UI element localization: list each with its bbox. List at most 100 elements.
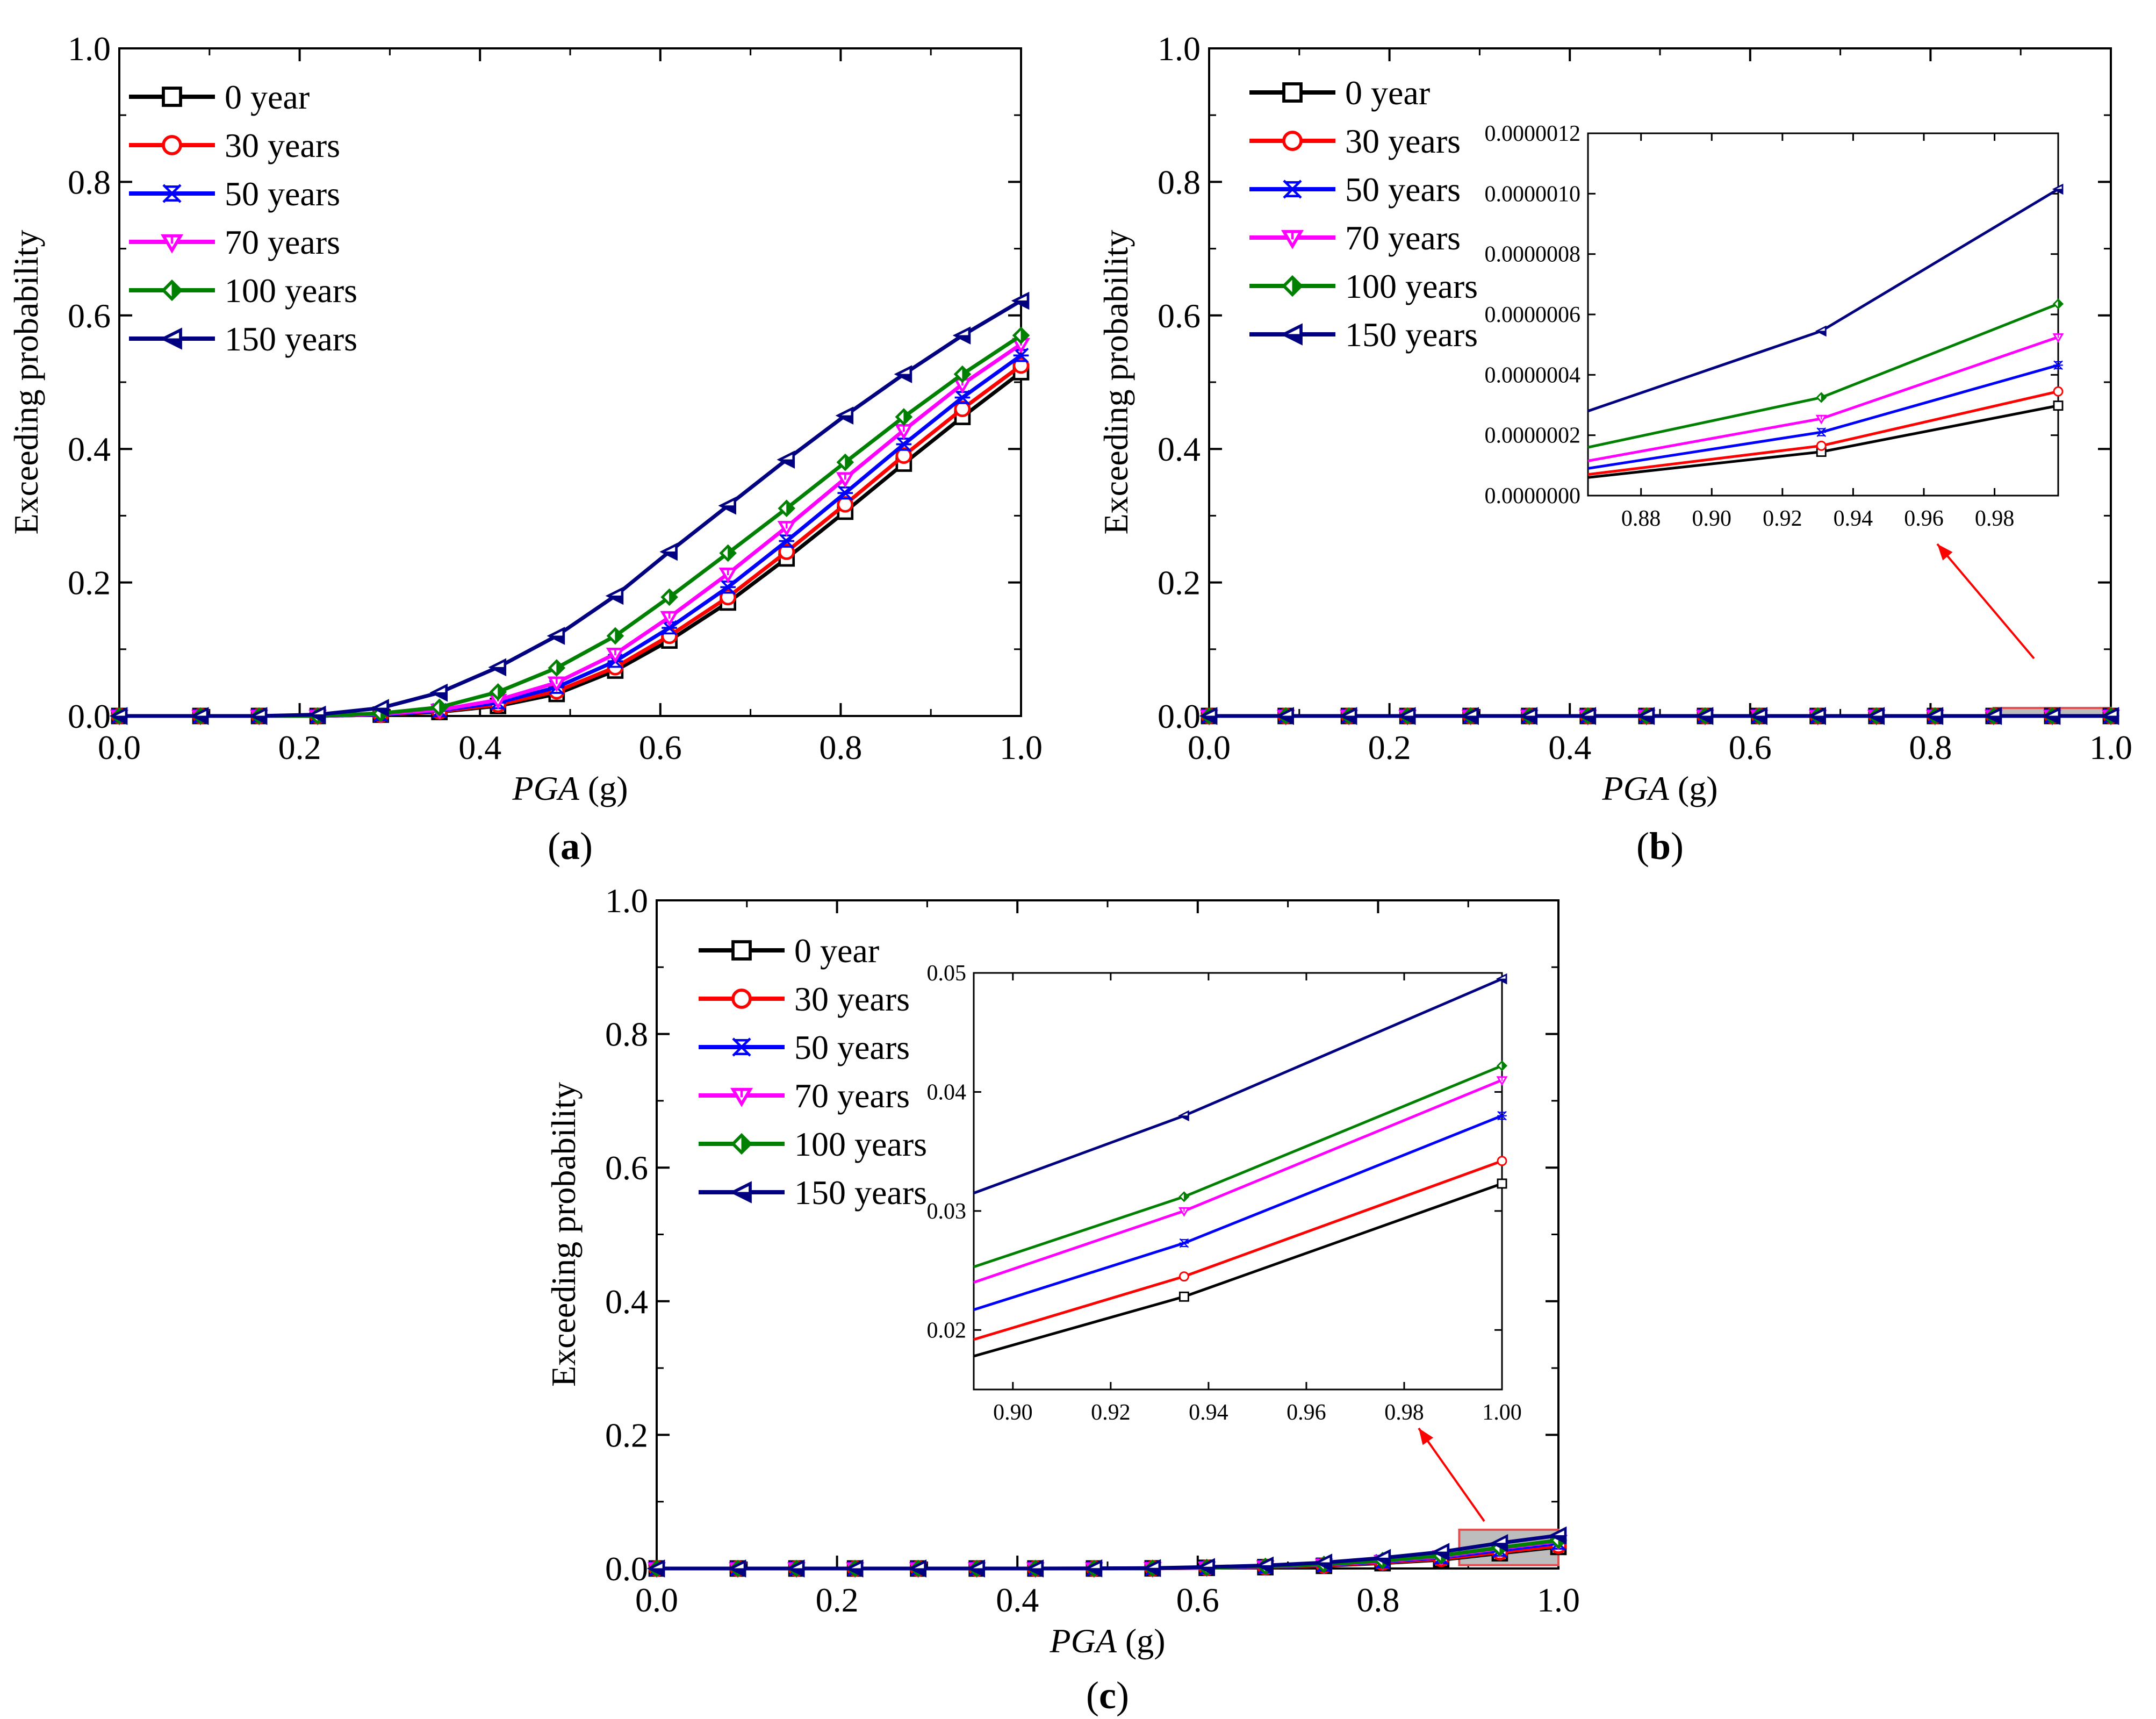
data-point-fill [962, 366, 970, 382]
legend: 0 year 30 years 50 years 70 years 100 years 1… [699, 932, 927, 1212]
panel-label: (b) [1636, 825, 1684, 868]
data-point-fill [608, 595, 623, 604]
legend-marker [162, 184, 182, 203]
series-150-years [646, 1526, 1567, 1578]
inset-series-50-years [1587, 360, 2063, 470]
x-axis-label-unit: (g) [1669, 769, 1718, 807]
data-point-fill [251, 715, 267, 724]
inset-y-tick-label: 0.0000006 [1485, 303, 1581, 327]
legend-label: 70 years [1345, 219, 1461, 257]
data-point-fill [669, 589, 677, 605]
data-point-fill [955, 335, 970, 343]
data-point-fill [1463, 715, 1478, 724]
inset-data-point [1816, 440, 1827, 451]
data-point-fill [969, 1568, 984, 1576]
x-axis-label-unit: (g) [579, 769, 628, 807]
inset-series-30-years [973, 1156, 1507, 1341]
legend-marker-fill [1283, 334, 1302, 343]
data-point [720, 579, 736, 595]
panel-label-open: ( [548, 825, 560, 868]
inset-data-point-fill [2058, 299, 2063, 309]
series-line [119, 334, 1022, 718]
data-point-fill [838, 415, 853, 423]
series-50-years [111, 348, 1029, 724]
x-tick-label: 0.0 [98, 728, 141, 767]
x-tick-label: 0.0 [1188, 728, 1231, 767]
legend-marker [731, 940, 752, 961]
legend-label: 30 years [1345, 122, 1461, 160]
legend-marker [1283, 180, 1302, 199]
series-line [119, 299, 1022, 718]
data-point-fill [1258, 1565, 1273, 1573]
data-point-fill [845, 454, 853, 470]
y-tick-label: 0.4 [1158, 430, 1201, 468]
data-point [954, 400, 971, 418]
x-tick-label: 0.4 [458, 728, 501, 767]
data-point-fill [310, 714, 325, 722]
inset-x-tick-label: 0.90 [993, 1400, 1033, 1425]
zoom-arrow-head [1937, 544, 1953, 561]
inset-y-tick-label: 0.0000004 [1485, 363, 1581, 388]
y-tick-label: 1.0 [68, 30, 111, 68]
y-tick-label: 0.8 [1158, 163, 1201, 201]
data-point-fill [556, 660, 564, 676]
data-point-fill [1580, 715, 1596, 724]
data-point-fill [112, 715, 127, 724]
data-point [837, 496, 854, 513]
data-point-fill [896, 374, 911, 382]
inset-data-point [2053, 400, 2064, 411]
legend-marker [732, 1037, 751, 1057]
x-tick-label: 0.8 [1909, 728, 1952, 767]
inset-series-50-years [973, 1111, 1507, 1312]
data-point-fill [786, 500, 794, 516]
x-tick-label: 0.6 [1176, 1581, 1219, 1619]
inset-y-tick-label: 0.05 [927, 961, 967, 986]
panel-label-letter: b [1649, 825, 1671, 868]
legend-marker-fill [741, 1134, 751, 1154]
data-point [954, 390, 971, 405]
x-axis-label-unit: (g) [1117, 1622, 1166, 1660]
x-tick-label: 0.6 [1729, 728, 1772, 767]
data-point-fill [911, 1568, 926, 1576]
data-point [895, 447, 912, 464]
panel-c: 0.0 0.2 0.4 0.6 0.8 1.0 0.0 0.2 0.4 0.6 0.8 1.0 PGA … [544, 882, 1580, 1717]
data-point-fill [1341, 715, 1356, 724]
x-tick-label: 1.0 [1537, 1581, 1580, 1619]
data-point-fill [1020, 327, 1029, 343]
data-point-fill [1639, 715, 1654, 724]
x-tick-label: 0.2 [816, 1581, 859, 1619]
inset-data-point [1497, 1178, 1507, 1189]
data-point-fill [549, 635, 564, 643]
x-tick-label: 0.8 [1356, 1581, 1399, 1619]
series-line [657, 1534, 1559, 1571]
y-tick-label: 0.6 [68, 297, 111, 335]
inset-series-100-years [1587, 298, 2064, 449]
y-tick-label: 0.2 [1158, 564, 1201, 602]
data-point-fill [1014, 300, 1029, 309]
legend-label: 0 year [225, 78, 310, 116]
inset-data-point [1179, 1238, 1189, 1248]
data-point-fill [1087, 1568, 1102, 1576]
data-point-fill [847, 1568, 863, 1576]
x-axis-label: PGA (g) [1601, 769, 1717, 807]
inset-x-tick-label: 0.90 [1692, 506, 1732, 531]
x-tick-label: 0.6 [639, 728, 682, 767]
legend-marker-fill [163, 338, 181, 348]
inset-x-tick-label: 0.94 [1189, 1400, 1228, 1425]
data-point-fill [1869, 715, 1884, 724]
legend-label: 30 years [794, 980, 910, 1018]
data-point-fill [1698, 715, 1713, 724]
legend-label: 70 years [794, 1077, 910, 1115]
x-tick-label: 0.4 [996, 1581, 1039, 1619]
data-point-fill [1752, 715, 1767, 724]
data-point-fill [1551, 1535, 1566, 1543]
inset-x-tick-label: 0.92 [1091, 1400, 1131, 1425]
inset-series-150-years [973, 973, 1507, 1194]
series-line [119, 364, 1023, 718]
inset-y-tick-label: 0.03 [927, 1199, 967, 1224]
inset-data-point [1178, 1291, 1189, 1302]
data-point-fill [1810, 715, 1826, 724]
y-tick-label: 0.0 [68, 697, 111, 735]
x-axis-label-italic: PGA [1601, 769, 1669, 807]
inset-y-tick-label: 0.0000010 [1485, 182, 1581, 206]
